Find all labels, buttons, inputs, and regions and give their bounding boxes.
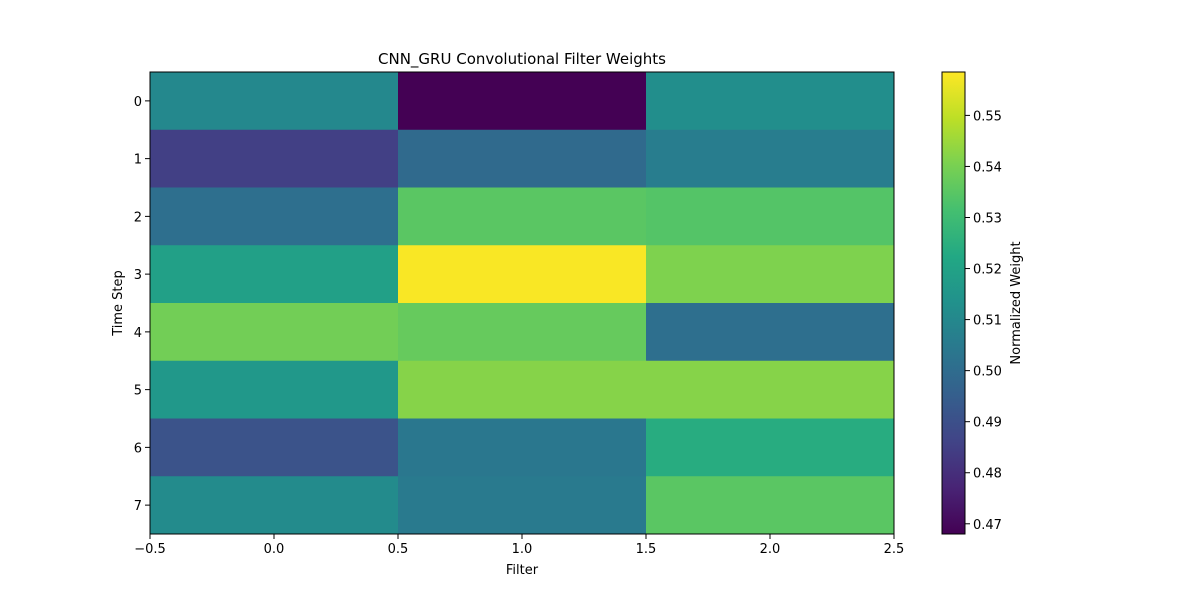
x-tick-label: 1.5 [636,542,657,557]
x-tick-label: 2.5 [884,542,905,557]
y-axis-ticks: 0 1 2 3 4 5 6 7 [134,95,150,514]
chart-title: CNN_GRU Convolutional Filter Weights [378,50,666,69]
x-tick-label: 1.0 [512,542,533,557]
colorbar-tick-label: 0.52 [973,263,1002,278]
y-axis-label: Time Step [111,270,126,337]
y-tick-label: 7 [134,499,142,514]
y-tick-label: 2 [134,210,142,225]
heatmap-cell [150,476,399,535]
x-tick-label: 0.0 [264,542,285,557]
x-tick-label: 2.0 [760,542,781,557]
heatmap-cell [398,476,647,535]
heatmap-cell [398,418,647,477]
heatmap-cell [646,360,895,419]
heatmap-cell [646,129,895,188]
heatmap-cell [150,72,399,131]
heatmap-cell [150,360,399,419]
heatmap-cell [398,303,647,362]
colorbar-ticks: 0.47 0.48 0.49 0.50 0.51 0.52 0.53 0.54 0.55 [965,109,1002,533]
heatmap-cell [646,245,895,304]
heatmap-cells [150,72,895,535]
y-tick-label: 6 [134,441,142,456]
colorbar-tick-label: 0.49 [973,416,1002,431]
heatmap-cell [398,187,647,246]
heatmap-cell [398,245,647,304]
colorbar-label: Normalized Weight [1009,241,1024,364]
y-tick-label: 1 [134,153,142,168]
x-axis-ticks: −0.5 0.0 0.5 1.0 1.5 2.0 2.5 [134,534,904,557]
x-axis-label: Filter [506,563,539,578]
heatmap-cell [646,187,895,246]
colorbar-tick-label: 0.53 [973,211,1002,226]
colorbar-tick-label: 0.47 [973,518,1002,533]
heatmap-cell [150,187,399,246]
y-tick-label: 0 [134,95,142,110]
heatmap-cell [150,129,399,188]
heatmap-cell [398,72,647,131]
colorbar-tick-label: 0.54 [973,160,1002,175]
x-tick-label: −0.5 [134,542,166,557]
heatmap-cell [150,245,399,304]
heatmap-cell [398,360,647,419]
heatmap-cell [646,418,895,477]
colorbar [941,71,966,535]
heatmap-cell [646,72,895,131]
heatmap-cell [646,476,895,535]
y-tick-label: 5 [134,384,142,399]
heatmap-cell [150,303,399,362]
colorbar-tick-label: 0.48 [973,467,1002,482]
colorbar-tick-label: 0.51 [973,314,1002,329]
colorbar-tick-label: 0.50 [973,365,1002,380]
heatmap-cell [646,303,895,362]
x-tick-label: 0.5 [388,542,409,557]
y-tick-label: 3 [134,268,142,283]
y-tick-label: 4 [134,326,142,341]
heatmap-cell [150,418,399,477]
heatmap-cell [398,129,647,188]
colorbar-tick-label: 0.55 [973,109,1002,124]
